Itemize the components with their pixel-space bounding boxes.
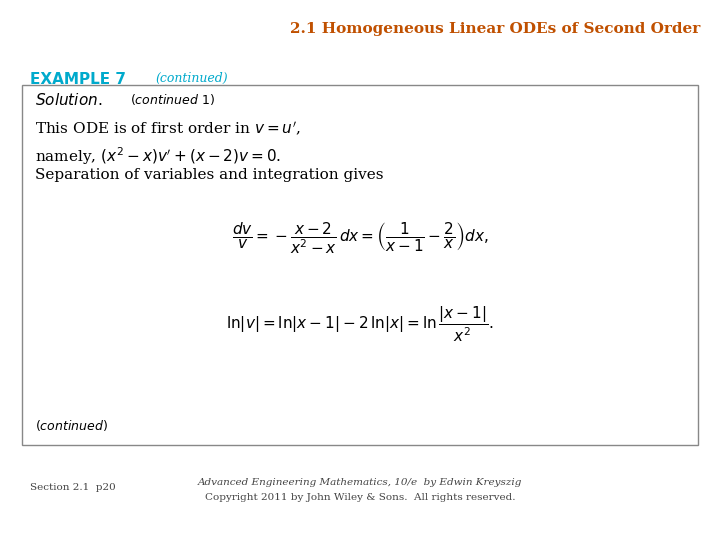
Text: Advanced Engineering Mathematics, 10/e  by Edwin Kreyszig: Advanced Engineering Mathematics, 10/e b… bbox=[198, 478, 522, 487]
Text: (continued): (continued) bbox=[155, 72, 228, 85]
Text: namely, $(x^2 - x)v' + (x - 2)v = 0.$: namely, $(x^2 - x)v' + (x - 2)v = 0.$ bbox=[35, 145, 281, 167]
Text: Copyright 2011 by John Wiley & Sons.  All rights reserved.: Copyright 2011 by John Wiley & Sons. All… bbox=[204, 493, 516, 502]
Text: $(continued)$: $(continued)$ bbox=[35, 418, 108, 433]
FancyBboxPatch shape bbox=[22, 85, 698, 445]
Text: This ODE is of first order in $v = u'$,: This ODE is of first order in $v = u'$, bbox=[35, 120, 301, 138]
Text: $\dfrac{dv}{v} = -\dfrac{x-2}{x^2-x}\,dx = \left(\dfrac{1}{x-1} - \dfrac{2}{x}\r: $\dfrac{dv}{v} = -\dfrac{x-2}{x^2-x}\,dx… bbox=[232, 220, 488, 256]
Text: $\mathit{Solution.}$: $\mathit{Solution.}$ bbox=[35, 92, 102, 108]
Text: Separation of variables and integration gives: Separation of variables and integration … bbox=[35, 168, 384, 182]
Text: $(continued\ 1)$: $(continued\ 1)$ bbox=[130, 92, 215, 107]
Text: Section 2.1  p20: Section 2.1 p20 bbox=[30, 483, 116, 492]
Text: $\ln|v| = \ln|x-1| - 2\,\ln|x| = \ln\dfrac{|x-1|}{x^2}.$: $\ln|v| = \ln|x-1| - 2\,\ln|x| = \ln\dfr… bbox=[226, 305, 494, 345]
Text: EXAMPLE 7: EXAMPLE 7 bbox=[30, 72, 126, 87]
Text: 2.1 Homogeneous Linear ODEs of Second Order: 2.1 Homogeneous Linear ODEs of Second Or… bbox=[289, 22, 700, 36]
